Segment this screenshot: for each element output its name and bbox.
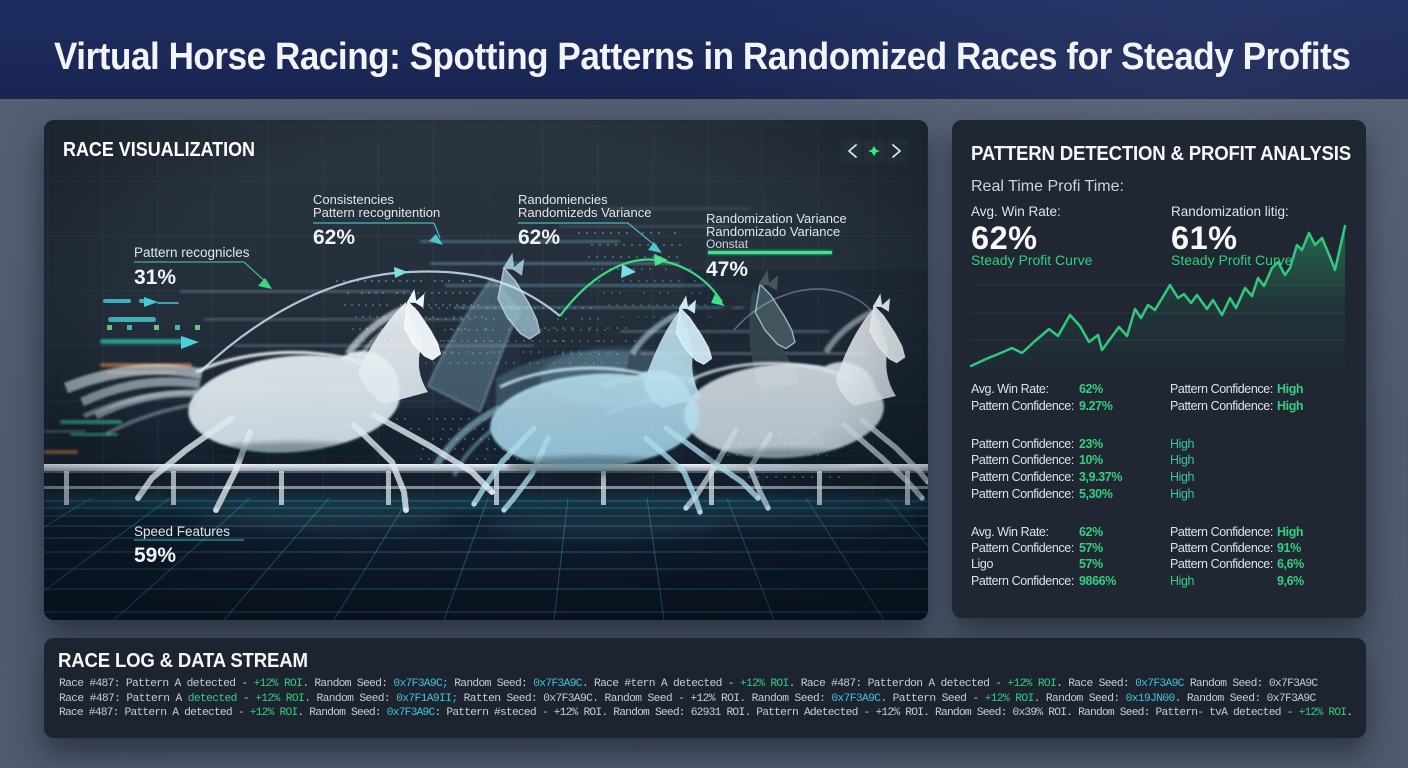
- svg-text:Speed Features: Speed Features: [134, 524, 230, 539]
- svg-text:Randomiencies: Randomiencies: [518, 192, 608, 207]
- svg-text:59%: 59%: [134, 544, 176, 567]
- svg-text:Randomization Variance: Randomization Variance: [706, 211, 847, 226]
- svg-text:Pattern recognitention: Pattern recognitention: [313, 205, 440, 220]
- svg-text:62%: 62%: [313, 226, 355, 249]
- svg-text:Randomizeds Variance: Randomizeds Variance: [518, 205, 651, 220]
- svg-text:Randomizado Variance: Randomizado Variance: [706, 224, 840, 239]
- svg-text:31%: 31%: [134, 266, 176, 289]
- svg-text:Oonstat: Oonstat: [706, 237, 749, 251]
- svg-text:62%: 62%: [518, 226, 560, 249]
- svg-text:Consistencies: Consistencies: [313, 192, 394, 207]
- svg-text:RACE VISUALIZATION: RACE VISUALIZATION: [63, 138, 255, 161]
- svg-text:Pattern recognicles: Pattern recognicles: [134, 245, 250, 260]
- svg-text:47%: 47%: [706, 258, 748, 281]
